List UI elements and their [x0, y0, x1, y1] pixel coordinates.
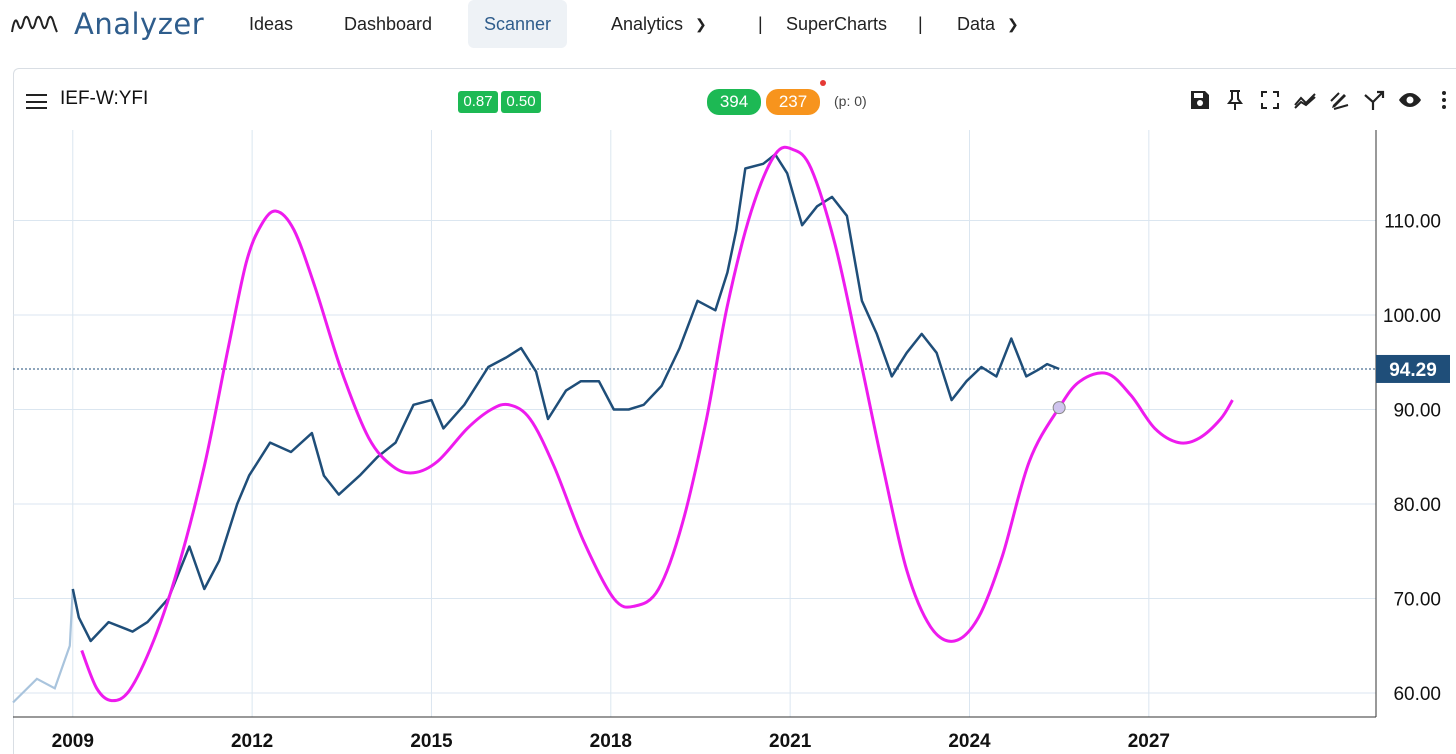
hamburger-menu-icon[interactable]: [26, 94, 47, 109]
top-nav: Analyzer Ideas Dashboard Scanner Analyti…: [0, 0, 1456, 50]
trend-icon[interactable]: [1293, 88, 1317, 112]
nav-dashboard[interactable]: Dashboard: [344, 14, 433, 34]
count-badge-green: 394: [707, 89, 761, 115]
pin-icon[interactable]: [1223, 88, 1247, 112]
draw-icon[interactable]: [1328, 88, 1352, 112]
app-title: Analyzer: [74, 7, 205, 41]
notification-dot: [820, 80, 826, 86]
symbol-label[interactable]: IEF-W:YFI: [60, 88, 149, 109]
chevron-down-icon: ❯: [1007, 16, 1019, 32]
eye-icon[interactable]: [1398, 88, 1422, 112]
nav-analytics[interactable]: Analytics ❯: [611, 0, 707, 48]
chevron-down-icon: ❯: [695, 16, 707, 32]
count-badge-orange: 237: [766, 89, 820, 115]
nav-data[interactable]: Data ❯: [957, 0, 1019, 48]
nav-separator: |: [758, 14, 763, 34]
wave-logo-icon: [11, 15, 58, 33]
nav-scanner[interactable]: Scanner: [468, 0, 568, 48]
nav-data-label: Data: [957, 14, 996, 34]
app-logo[interactable]: Analyzer: [10, 6, 204, 42]
nav-separator-2: |: [918, 14, 923, 34]
more-icon[interactable]: [1436, 88, 1452, 112]
metric-badge-1: 0.87: [458, 91, 498, 113]
fullscreen-icon[interactable]: [1258, 88, 1282, 112]
nav-supercharts[interactable]: SuperCharts: [786, 14, 888, 34]
metric-badge-2: 0.50: [501, 91, 541, 113]
p-value-label: (p: 0): [834, 93, 867, 109]
fork-icon[interactable]: [1363, 88, 1387, 112]
nav-ideas[interactable]: Ideas: [249, 14, 294, 34]
save-icon[interactable]: [1188, 88, 1212, 112]
nav-analytics-label: Analytics: [611, 14, 684, 34]
chart-panel: [13, 68, 1456, 754]
